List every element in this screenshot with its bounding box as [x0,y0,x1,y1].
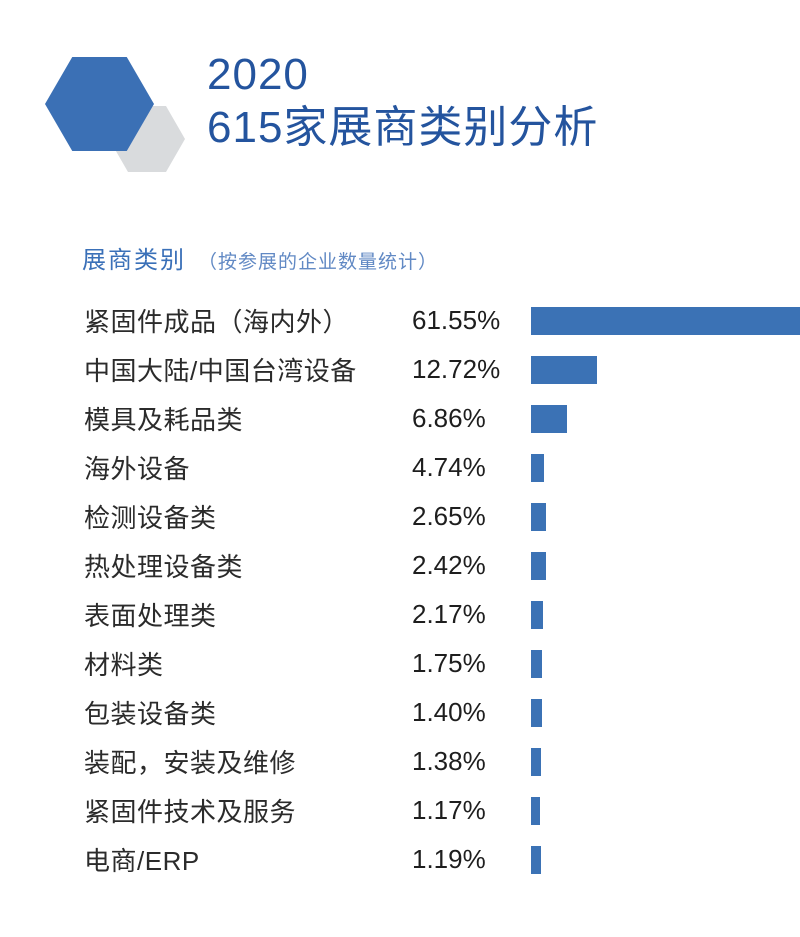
table-row: 电商/ERP 1.19% [0,835,800,884]
percent-value: 4.74% [412,452,486,482]
table-row: 检测设备类 2.65% [0,492,800,541]
title-year: 2020 [207,50,309,99]
table-row: 装配，安装及维修 1.38% [0,737,800,786]
table-row: 紧固件成品（海内外） 61.55% [0,296,800,345]
percent-value: 12.72% [412,354,501,384]
table-row: 海外设备 4.74% [0,443,800,492]
category-label: 表面处理类 [84,601,217,631]
hexagon-logo [0,0,200,240]
bar [531,551,546,580]
table-row: 材料类 1.75% [0,639,800,688]
category-label: 模具及耗品类 [84,405,244,435]
section-header: 展商类别 （按参展的企业数量统计） [82,240,438,275]
category-label: 紧固件技术及服务 [84,797,297,827]
table-row: 模具及耗品类 6.86% [0,394,800,443]
blue-hexagon-icon [45,57,154,151]
percent-value: 61.55% [412,305,501,335]
section-subtitle: （按参展的企业数量统计） [198,252,439,273]
category-label: 材料类 [84,650,164,680]
category-label: 检测设备类 [84,503,217,533]
section-title: 展商类别 [82,247,186,274]
bar [531,649,542,678]
bar [531,502,546,531]
category-label: 电商/ERP [84,846,200,876]
category-label: 中国大陆/中国台湾设备 [84,356,357,386]
percent-value: 1.17% [412,795,486,825]
bar-rows: 紧固件成品（海内外） 61.55% 中国大陆/中国台湾设备 12.72% 模具及耗品类 6… [0,296,800,884]
bar [531,747,541,776]
percent-value: 1.19% [412,844,486,874]
bar [531,845,541,874]
category-label: 紧固件成品（海内外） [84,307,350,337]
bar [531,306,800,335]
percent-value: 6.86% [412,403,486,433]
category-label: 装配，安装及维修 [84,748,297,778]
percent-value: 1.75% [412,648,486,678]
percent-value: 1.38% [412,746,486,776]
percent-value: 2.17% [412,599,486,629]
table-row: 包装设备类 1.40% [0,688,800,737]
bar [531,698,542,727]
table-row: 中国大陆/中国台湾设备 12.72% [0,345,800,394]
bar [531,355,597,384]
percent-value: 2.42% [412,550,486,580]
table-row: 表面处理类 2.17% [0,590,800,639]
percent-value: 2.65% [412,501,486,531]
category-label: 海外设备 [84,454,191,484]
percent-value: 1.40% [412,697,486,727]
title-text: 615家展商类别分析 [207,103,599,152]
bar [531,600,543,629]
category-label: 包装设备类 [84,699,217,729]
bar [531,404,567,433]
page-title: 2020 615家展商类别分析 [207,48,598,154]
category-label: 热处理设备类 [84,552,244,582]
bar [531,453,544,482]
table-row: 热处理设备类 2.42% [0,541,800,590]
bar [531,796,540,825]
table-row: 紧固件技术及服务 1.17% [0,786,800,835]
